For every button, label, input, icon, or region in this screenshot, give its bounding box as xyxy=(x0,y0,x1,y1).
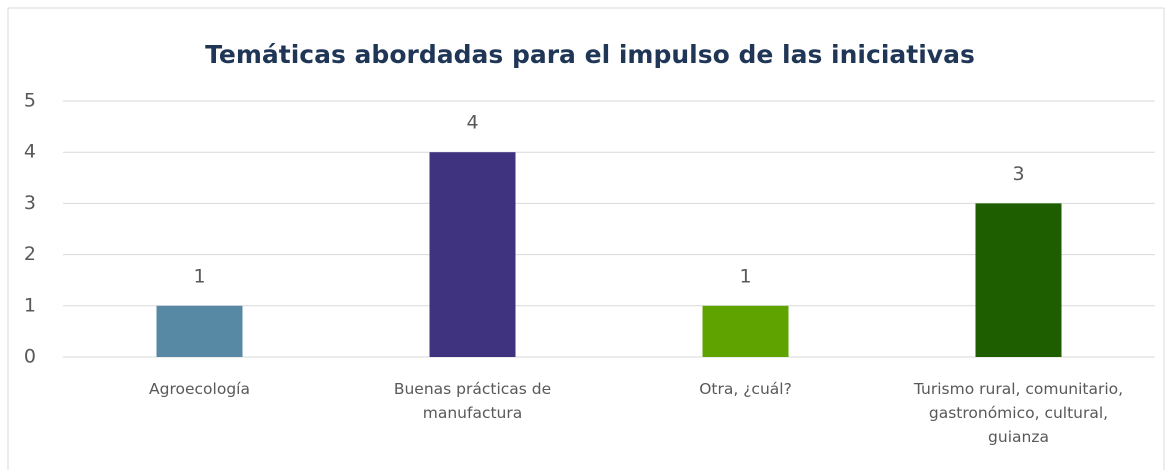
y-tick-label: 0 xyxy=(24,346,36,368)
x-tick-label: Agroecología xyxy=(149,380,250,398)
data-label: 1 xyxy=(193,265,205,287)
bar xyxy=(156,305,243,357)
y-tick-label: 2 xyxy=(24,243,36,265)
y-tick-label: 3 xyxy=(24,192,36,214)
chart-title: Temáticas abordadas para el impulso de l… xyxy=(205,40,975,69)
data-label: 4 xyxy=(466,112,478,134)
bar xyxy=(429,152,516,357)
data-label: 1 xyxy=(739,265,751,287)
chart-border xyxy=(7,7,1165,470)
bar xyxy=(975,203,1062,357)
bar xyxy=(702,305,789,357)
data-label: 3 xyxy=(1012,163,1024,185)
x-tick-label: Otra, ¿cuál? xyxy=(699,380,792,398)
x-tick-label: Turismo rural, comunitario, gastronómico… xyxy=(913,380,1124,446)
y-tick-label: 1 xyxy=(24,294,36,316)
y-tick-label: 5 xyxy=(24,90,36,112)
y-tick-label: 4 xyxy=(24,141,36,163)
x-tick-label: Buenas prácticas de manufactura xyxy=(393,380,552,422)
